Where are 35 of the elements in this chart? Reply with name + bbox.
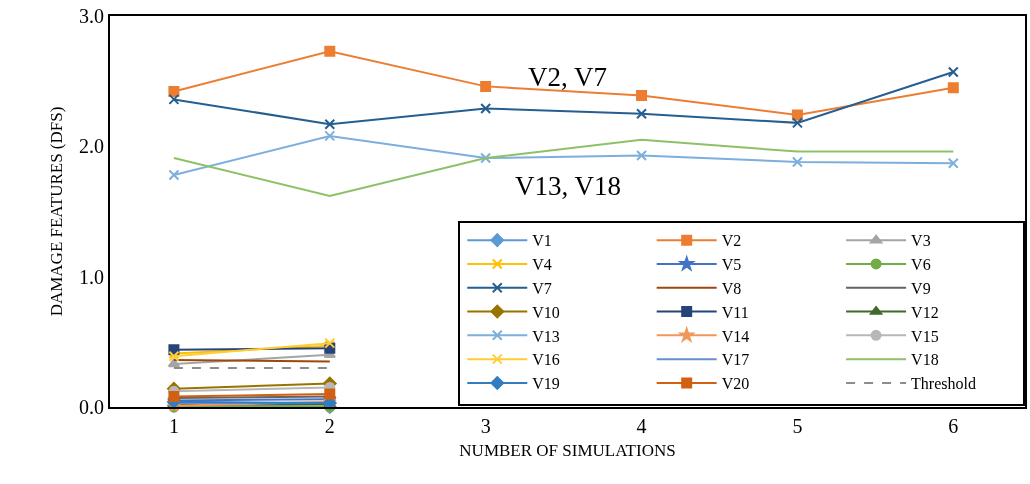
- legend-label: V15: [911, 327, 939, 345]
- legend-label: V6: [911, 256, 931, 274]
- legend-label: V12: [911, 303, 939, 321]
- legend-label: V11: [721, 303, 749, 321]
- legend-label: V5: [721, 256, 742, 274]
- legend-label: V4: [532, 256, 552, 274]
- legend-label: V20: [721, 375, 750, 393]
- legend-label: V1: [532, 232, 552, 250]
- y-tick-label: 1.0: [79, 265, 104, 288]
- y-axis-title: DAMAGE FEATURES (DFS): [47, 106, 67, 317]
- x-tick-label: 6: [948, 415, 959, 437]
- legend-label: V16: [532, 351, 560, 369]
- x-tick-label: 5: [792, 415, 803, 437]
- legend-label: V3: [911, 232, 931, 250]
- annotation: V13, V18: [515, 171, 622, 201]
- legend-label: V17: [721, 351, 750, 369]
- x-axis-title: NUMBER OF SIMULATIONS: [459, 440, 676, 460]
- legend-label: V7: [532, 279, 552, 297]
- y-tick-label: 2.0: [79, 135, 104, 158]
- legend-label: V8: [721, 279, 742, 297]
- annotation: V2, V7: [528, 62, 608, 92]
- legend-label: Threshold: [911, 375, 976, 393]
- x-tick-label: 1: [168, 415, 179, 437]
- y-tick-label: 0.0: [79, 396, 104, 418]
- legend-label: V18: [911, 351, 939, 369]
- legend-label: V13: [532, 327, 560, 345]
- x-tick-label: 2: [324, 415, 335, 437]
- legend-label: V14: [721, 327, 750, 345]
- x-tick-label: 3: [480, 415, 491, 437]
- legend-label: V9: [911, 279, 931, 297]
- x-tick-label: 4: [636, 415, 647, 437]
- legend-label: V19: [532, 375, 560, 393]
- y-tick-label: 3.0: [79, 5, 104, 27]
- legend-label: V2: [721, 232, 742, 250]
- legend-label: V10: [532, 303, 560, 321]
